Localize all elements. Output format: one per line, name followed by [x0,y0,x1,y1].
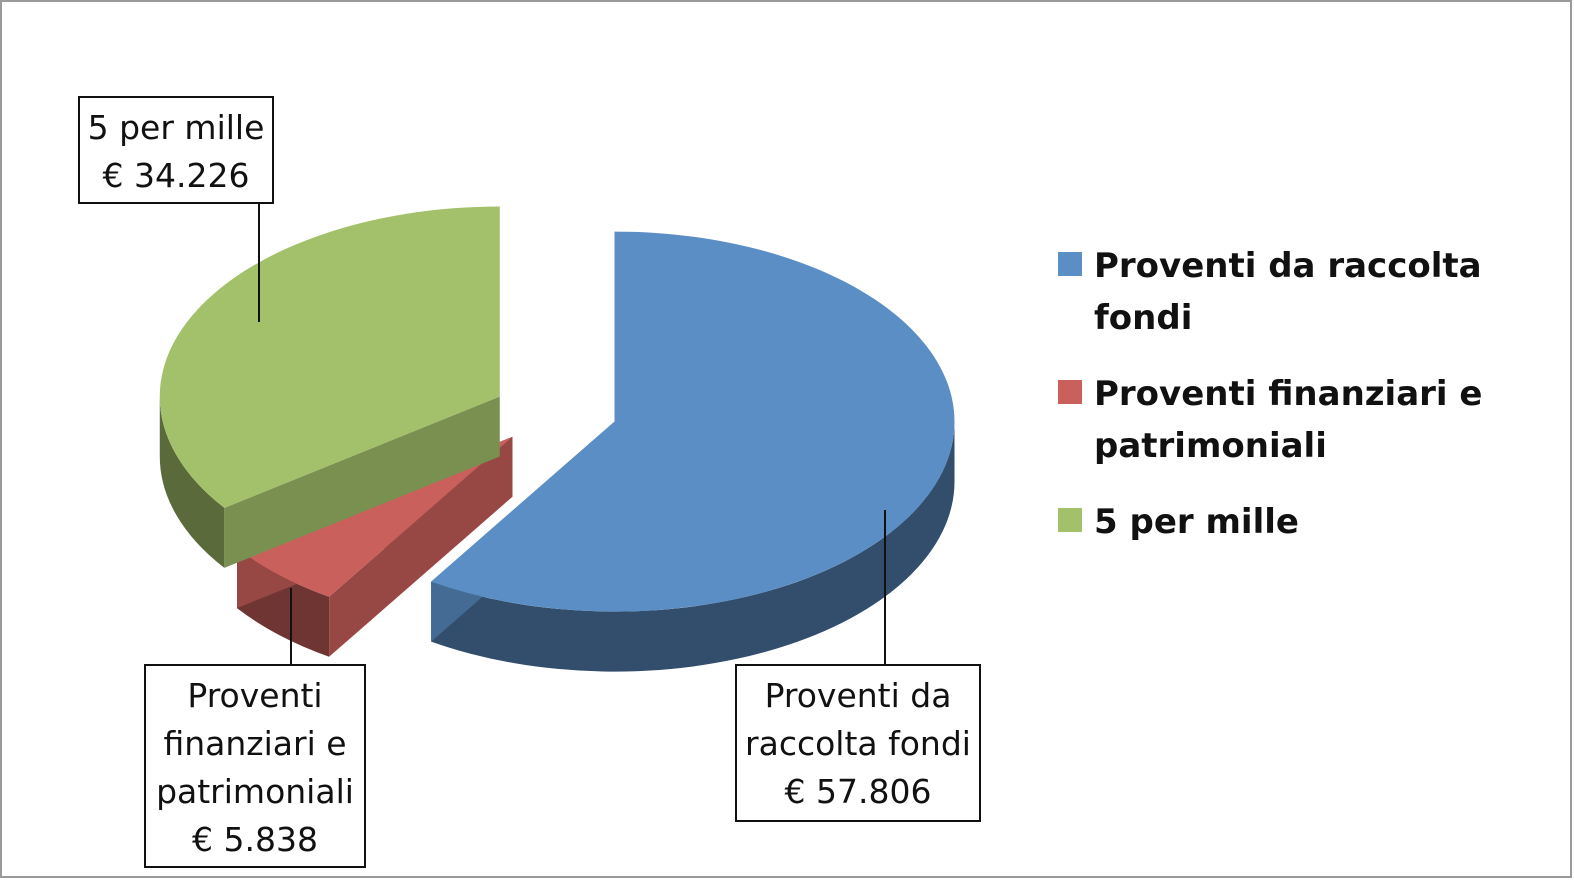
legend-swatch [1058,380,1082,404]
legend-item-proventi-finanziari: Proventi finanziari e patrimoniali [1058,368,1528,472]
legend-swatch [1058,508,1082,532]
pie-slice-top [159,206,500,508]
pie-slice-5-per-mille [159,206,500,568]
data-label-line: finanziari e [163,724,347,763]
legend-item-proventi-raccolta: Proventi da raccolta fondi [1058,240,1528,344]
leader-line-proventi-raccolta [884,510,886,666]
legend-item-5-per-mille: 5 per mille [1058,496,1528,548]
pie-slice-top [431,231,955,612]
leader-line-proventi-finanziari [290,588,292,666]
chart-legend: Proventi da raccolta fondi Proventi fina… [1058,240,1528,572]
data-label-value: € 57.806 [784,772,932,811]
data-label-line: 5 per mille [87,108,265,147]
data-label-value: € 34.226 [102,156,250,195]
data-label-value: € 5.838 [192,820,318,859]
pie-slice-rim [431,421,955,672]
pie-slice-wall [224,396,500,568]
data-label-line: Proventi da [764,676,952,715]
pie-slice-proventi-raccolta [431,231,955,672]
data-label-5-per-mille: 5 per mille € 34.226 [78,96,274,204]
pie-slice-rim [159,396,225,568]
legend-label: Proventi finanziari e [1094,374,1483,414]
legend-label: Proventi da raccolta [1094,246,1482,286]
data-label-proventi-finanziari: Proventi finanziari e patrimoniali € 5.8… [144,664,366,868]
legend-label: 5 per mille [1094,502,1299,542]
data-label-line: raccolta fondi [745,724,971,763]
data-label-proventi-raccolta: Proventi da raccolta fondi € 57.806 [735,664,981,822]
legend-label: patrimoniali [1094,426,1327,466]
legend-label: fondi [1094,298,1193,338]
data-label-line: patrimoniali [156,772,354,811]
legend-swatch [1058,252,1082,276]
data-label-line: Proventi [187,676,323,715]
leader-line-5-per-mille [258,202,260,322]
